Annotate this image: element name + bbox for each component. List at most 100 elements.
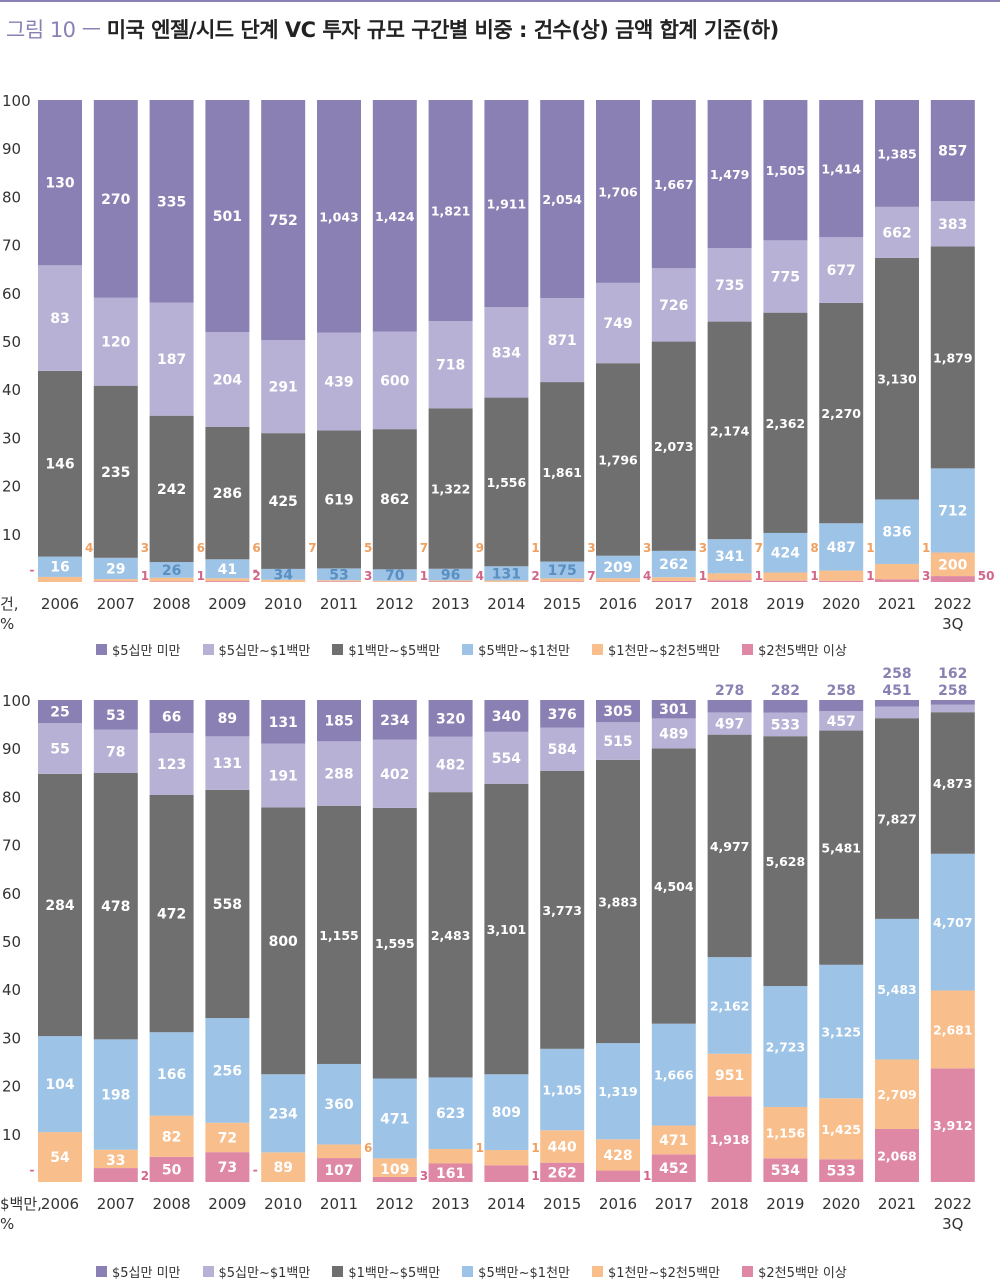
data-label: 424 <box>771 546 800 562</box>
data-label: 3 <box>141 541 149 555</box>
y-tick-label: 70 <box>2 837 21 855</box>
data-label: 1,911 <box>487 197 527 212</box>
y-axis-label-unit: % <box>0 615 14 633</box>
legend-swatch <box>203 1266 214 1277</box>
data-label: 1,505 <box>766 163 806 178</box>
data-label: 175 <box>548 563 577 579</box>
data-label: 2,054 <box>542 192 582 207</box>
legend-label: $1백만~$5백만 <box>348 1262 440 1281</box>
bar-segment <box>596 1171 640 1182</box>
legend-label: $5백만~$1천만 <box>478 1262 570 1281</box>
data-label: 234 <box>269 1106 298 1122</box>
data-label: 4,707 <box>933 915 973 930</box>
data-label: 951 <box>715 1068 744 1084</box>
legend-swatch <box>462 644 473 655</box>
data-label: 258 <box>827 683 856 699</box>
data-label: 809 <box>492 1105 521 1121</box>
data-label: 534 <box>771 1163 800 1179</box>
data-label: 1,322 <box>431 482 471 497</box>
legend-label: $5십만 미만 <box>112 640 181 659</box>
data-label: 6 <box>252 541 260 555</box>
data-label: 1,156 <box>766 1126 806 1141</box>
data-label: 619 <box>324 492 353 508</box>
data-label: 376 <box>548 707 577 723</box>
data-label: 1 <box>420 569 428 583</box>
data-label: 83 <box>50 311 69 327</box>
data-label: 451 <box>882 683 911 699</box>
data-label: 26 <box>162 563 181 579</box>
y-tick-label: 20 <box>2 1078 21 1096</box>
data-label: 439 <box>324 374 353 390</box>
data-label: 1,105 <box>542 1083 582 1098</box>
data-label: 54 <box>50 1150 70 1166</box>
y-tick-label: 40 <box>2 981 21 999</box>
bar-segment <box>94 581 138 582</box>
x-tick-label: 2018 <box>711 1195 749 1213</box>
bar-segment <box>205 578 249 581</box>
data-label: 320 <box>436 711 465 727</box>
legend-swatch <box>332 1266 343 1277</box>
data-label: 1,706 <box>598 184 638 199</box>
legend-label: $5십만~$1백만 <box>219 640 311 659</box>
data-label: 185 <box>324 714 353 730</box>
x-tick-label: 2017 <box>655 1195 693 1213</box>
data-label: 1,385 <box>877 146 917 161</box>
y-tick-label: 50 <box>2 333 21 351</box>
data-label: 497 <box>715 717 744 733</box>
bar-segment <box>652 577 696 581</box>
data-label: 131 <box>213 756 242 772</box>
data-label: 1,155 <box>319 928 359 943</box>
bar-segment <box>205 581 249 582</box>
bar-segment <box>317 1144 361 1158</box>
bar-segment <box>931 576 975 582</box>
data-label: 584 <box>548 742 577 758</box>
data-label: 600 <box>380 373 409 389</box>
data-label: 712 <box>938 503 967 519</box>
legend-item: $5백만~$1천만 <box>462 640 570 659</box>
data-label: 677 <box>827 263 856 279</box>
legend-amount: $5십만 미만$5십만~$1백만$1백만~$5백만$5백만~$1천만$1천만~$… <box>96 1262 847 1281</box>
legend-item: $2천5백만 이상 <box>742 1262 847 1281</box>
data-label: 278 <box>715 683 744 699</box>
data-label: 452 <box>659 1161 688 1177</box>
x-tick-label: 2021 <box>878 595 916 613</box>
legend-label: $5백만~$1천만 <box>478 640 570 659</box>
bar-segment <box>94 1168 138 1182</box>
data-label: 836 <box>882 525 911 541</box>
x-tick-label: 2013 <box>432 1195 470 1213</box>
data-label: 383 <box>938 217 967 233</box>
legend-swatch <box>592 644 603 655</box>
data-label: 2,709 <box>877 1087 917 1102</box>
x-tick-label: 2011 <box>320 595 358 613</box>
data-label: - <box>30 563 35 577</box>
data-label: 209 <box>603 560 632 576</box>
data-label: 198 <box>101 1088 130 1104</box>
x-tick-label: 2007 <box>97 1195 135 1213</box>
data-label: 2,681 <box>933 1022 973 1037</box>
data-label: 1,556 <box>487 475 527 490</box>
bar-segment <box>38 577 82 582</box>
data-label: 471 <box>380 1111 409 1127</box>
data-label: 1,861 <box>542 465 582 480</box>
x-tick-label: 2018 <box>711 595 749 613</box>
legend-count: $5십만 미만$5십만~$1백만$1백만~$5백만$5백만~$1천만$1천만~$… <box>96 640 847 659</box>
x-tick-label: 2006 <box>41 1195 79 1213</box>
data-label: 131 <box>492 566 521 582</box>
data-label: 82 <box>162 1129 181 1145</box>
bar-segment <box>94 579 138 581</box>
data-label: 1 <box>197 569 205 583</box>
y-tick-label: 10 <box>2 1126 21 1144</box>
x-tick-label: 3Q <box>942 1215 963 1233</box>
legend-label: $1천만~$2천5백만 <box>608 640 720 659</box>
data-label: 191 <box>269 769 298 785</box>
data-label: 752 <box>269 213 298 229</box>
bar-segment <box>931 705 975 712</box>
bar-segment <box>540 581 584 582</box>
data-label: 735 <box>715 278 744 294</box>
data-label: 3,912 <box>933 1118 973 1133</box>
data-label: 78 <box>106 744 125 760</box>
data-label: 4 <box>643 569 651 583</box>
legend-item: $5십만~$1백만 <box>203 1262 311 1281</box>
data-label: 3,101 <box>487 922 527 937</box>
x-tick-label: 2019 <box>766 1195 804 1213</box>
